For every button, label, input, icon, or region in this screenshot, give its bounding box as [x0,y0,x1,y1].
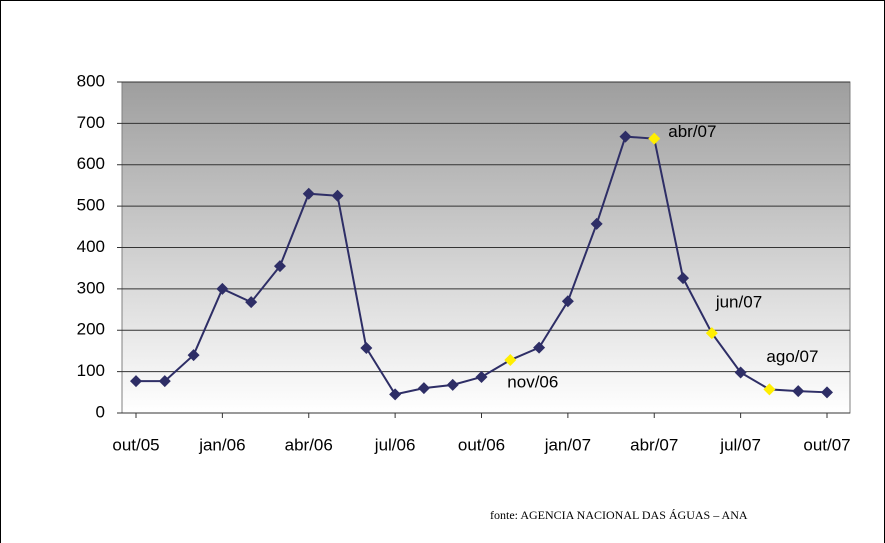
y-tick-label: 100 [77,361,105,380]
y-tick-label: 400 [77,237,105,256]
y-tick-label: 300 [77,278,105,297]
marker [273,260,286,273]
marker [130,375,142,388]
marker [158,375,171,388]
marker [619,130,632,143]
marker [504,354,517,367]
y-tick-label: 200 [77,320,105,339]
x-tick-label: out/06 [458,435,505,454]
marker [417,382,430,395]
marker [446,378,459,391]
marker [792,385,805,398]
x-tick-label: jul/06 [374,435,416,454]
marker [705,327,718,340]
point-label: nov/06 [507,373,558,392]
source: fonte: AGENCIA NACIONAL DAS ÁGUAS – ANA [490,508,748,522]
point-label: jun/07 [715,293,762,312]
marker [475,371,488,384]
marker [389,388,402,401]
marker [216,282,229,295]
y-tick-label: 500 [77,196,105,215]
x-tick-label: jan/07 [544,435,591,454]
marker [677,272,690,285]
y-tick-label: 0 [96,402,105,421]
marker [821,386,833,399]
marker [734,366,747,379]
y-tick-label: 700 [77,113,105,132]
marker [561,295,574,308]
marker [763,383,776,396]
marker [245,296,258,309]
marker [533,341,546,354]
marker [648,132,661,145]
marker [590,217,603,230]
x-tick-label: out/07 [803,435,850,454]
marker [187,349,200,362]
x-tick-label: jan/06 [198,435,245,454]
x-tick-label: abr/06 [285,435,333,454]
y-tick-label: 600 [77,154,105,173]
point-label: abr/07 [668,122,716,141]
marker [331,189,344,202]
x-tick-label: jul/07 [719,435,761,454]
point-label: ago/07 [766,347,818,366]
marker [302,187,315,200]
x-tick-label: out/05 [112,435,159,454]
marker [360,342,373,355]
x-tick-label: abr/07 [630,435,678,454]
y-tick-label: 800 [77,71,105,90]
